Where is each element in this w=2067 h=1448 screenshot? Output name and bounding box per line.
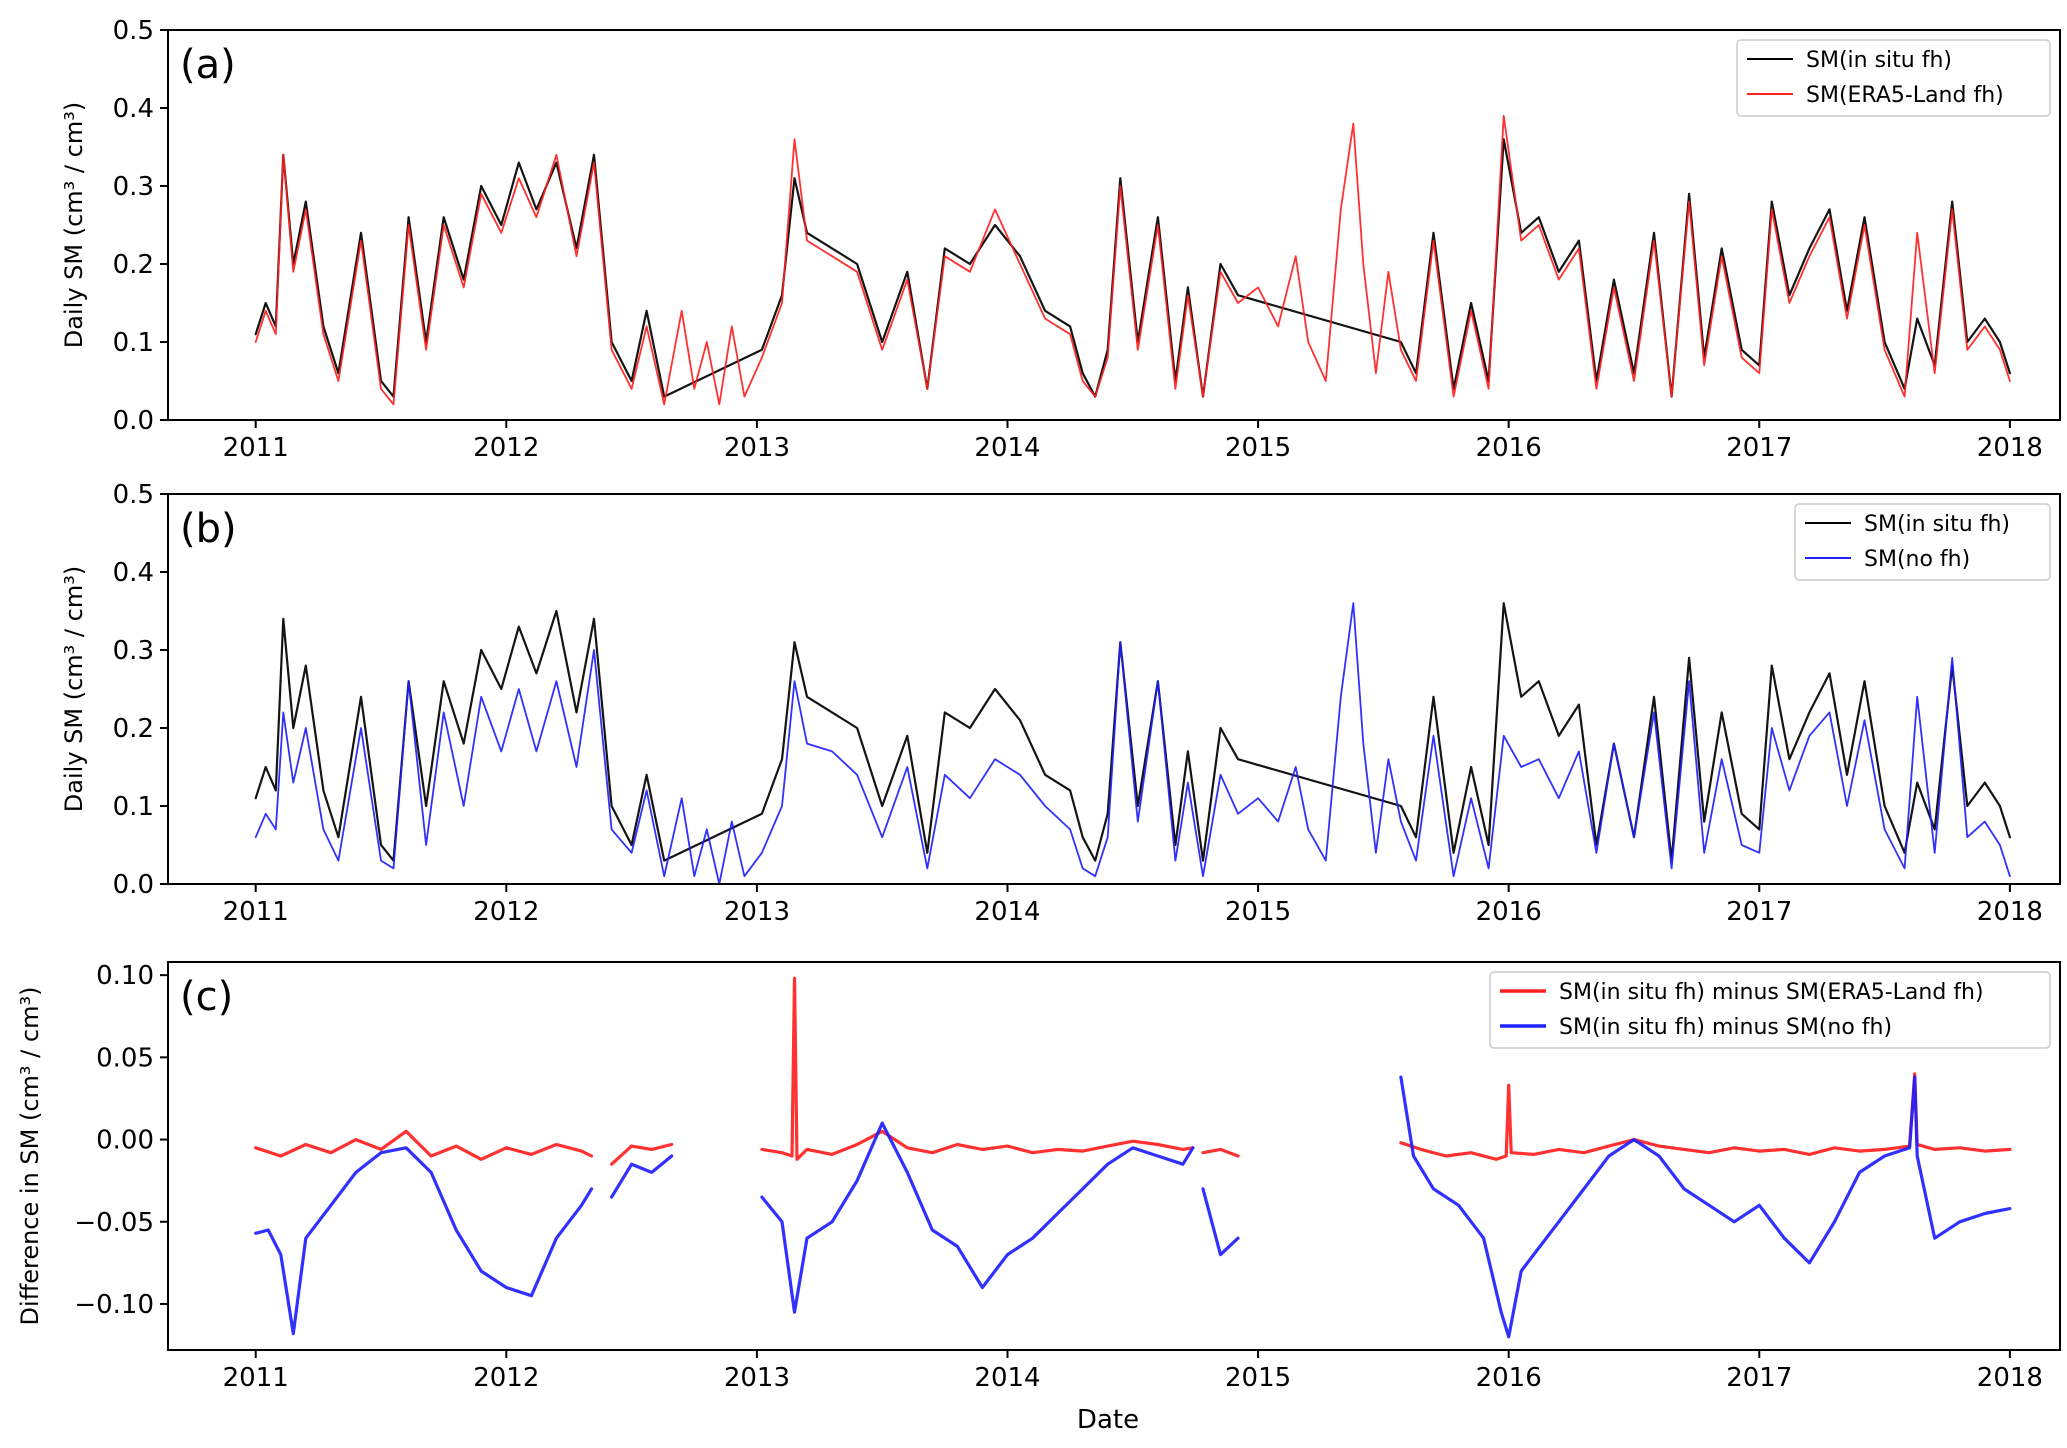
x-tick-label: 2013 (724, 433, 790, 463)
y-tick-label: 0.3 (113, 636, 154, 666)
panel-c-frame (167, 961, 2061, 1351)
y-tick-label: 0.00 (96, 1126, 154, 1156)
y-tick-label: −0.05 (74, 1208, 154, 1238)
x-tick-label: 2015 (1225, 433, 1291, 463)
x-tick-label: 2015 (1225, 1363, 1291, 1393)
x-tick-label: 2016 (1476, 1363, 1542, 1393)
y-tick-label: 0.0 (113, 406, 154, 436)
x-tick-label: 2017 (1726, 433, 1792, 463)
panel-a-letter: (a) (180, 42, 236, 88)
x-tick-label: 2011 (223, 1363, 289, 1393)
y-tick-label: 0.4 (113, 558, 154, 588)
x-tick-label: 2016 (1476, 897, 1542, 927)
y-tick-label: 0.5 (113, 480, 154, 510)
panel-b: 2011 2012 2013 2014 2015 2016 2017 2018 0.0 0.1 0.… (60, 480, 2061, 927)
legend-label-insitu: SM(in situ fh) (1806, 48, 1952, 73)
x-tick-label: 2014 (974, 1363, 1040, 1393)
panel-c: 2011 2012 2013 2014 2015 2016 2017 2018 −0.10 −0.… (16, 961, 2061, 1393)
x-tick-label: 2012 (473, 1363, 539, 1393)
y-tick-label: 0.1 (113, 328, 154, 358)
panel-c-letter: (c) (180, 974, 233, 1020)
series-line-secondary (1399, 1075, 2012, 1339)
panel-a-frame (167, 29, 2061, 421)
panel-a-legend-box (1736, 39, 2051, 117)
panel-a-ylabel: Daily SM (cm³ / cm³) (60, 102, 88, 348)
panel-b-ylabel: Daily SM (cm³ / cm³) (60, 566, 88, 812)
series-line-secondary (760, 1121, 1195, 1314)
panel-a: 2011 2012 2013 2014 2015 2016 2017 2018 0.0 0.1 0.… (60, 16, 2061, 463)
y-tick-label: 0.3 (113, 172, 154, 202)
x-tick-label: 2011 (223, 433, 289, 463)
series-line-secondary (609, 1154, 674, 1199)
panel-b-frame (167, 493, 2061, 885)
x-tick-label: 2016 (1476, 433, 1542, 463)
y-tick-label: 0.2 (113, 714, 154, 744)
series-line-secondary (1201, 1187, 1240, 1257)
x-tick-label: 2018 (1977, 1363, 2043, 1393)
x-tick-label: 2017 (1726, 1363, 1792, 1393)
x-axis-label: Date (1077, 1405, 1139, 1435)
series-line-primary (254, 1129, 594, 1161)
panel-c-ylabel: Difference in SM (cm³ / cm³) (16, 987, 44, 1326)
x-tick-label: 2013 (724, 897, 790, 927)
x-tick-label: 2013 (724, 1363, 790, 1393)
series-line-secondary (254, 1146, 594, 1336)
y-tick-label: 0.05 (96, 1043, 154, 1073)
x-tick-label: 2018 (1977, 897, 2043, 927)
panel-a-legend: SM(in situ fh) SM(ERA5-Land fh) (1736, 39, 2051, 117)
y-tick-label: 0.0 (113, 870, 154, 900)
x-tick-label: 2015 (1225, 897, 1291, 927)
legend-label-insitu: SM(in situ fh) (1864, 512, 2010, 537)
panel-b-letter: (b) (180, 506, 237, 552)
series-line-primary (609, 1142, 674, 1166)
legend-label-nofh: SM(no fh) (1864, 547, 1970, 572)
legend-label-diff-era5: SM(in situ fh) minus SM(ERA5-Land fh) (1559, 980, 1984, 1005)
legend-label-diff-nofh: SM(in situ fh) minus SM(no fh) (1559, 1015, 1892, 1040)
y-tick-label: −0.10 (74, 1290, 154, 1320)
x-tick-label: 2012 (473, 897, 539, 927)
panel-b-legend: SM(in situ fh) SM(no fh) (1794, 503, 2051, 581)
x-tick-label: 2014 (974, 433, 1040, 463)
x-tick-label: 2011 (223, 897, 289, 927)
x-tick-label: 2014 (974, 897, 1040, 927)
x-tick-label: 2012 (473, 433, 539, 463)
legend-label-era5: SM(ERA5-Land fh) (1806, 83, 2004, 108)
series-line-primary (1201, 1147, 1240, 1158)
panel-c-legend: SM(in situ fh) minus SM(ERA5-Land fh) SM… (1489, 971, 2051, 1049)
series-line-secondary (254, 602, 2011, 885)
x-tick-label: 2018 (1977, 433, 2043, 463)
x-tick-label: 2017 (1726, 897, 1792, 927)
y-tick-label: 0.10 (96, 961, 154, 991)
y-tick-label: 0.5 (113, 16, 154, 46)
series-line-secondary (254, 114, 2011, 406)
y-tick-label: 0.4 (113, 94, 154, 124)
panel-c-legend-box (1489, 971, 2051, 1049)
series-line-primary (760, 976, 1195, 1161)
y-tick-label: 0.2 (113, 250, 154, 280)
panel-b-legend-box (1794, 503, 2051, 581)
y-tick-label: 0.1 (113, 792, 154, 822)
